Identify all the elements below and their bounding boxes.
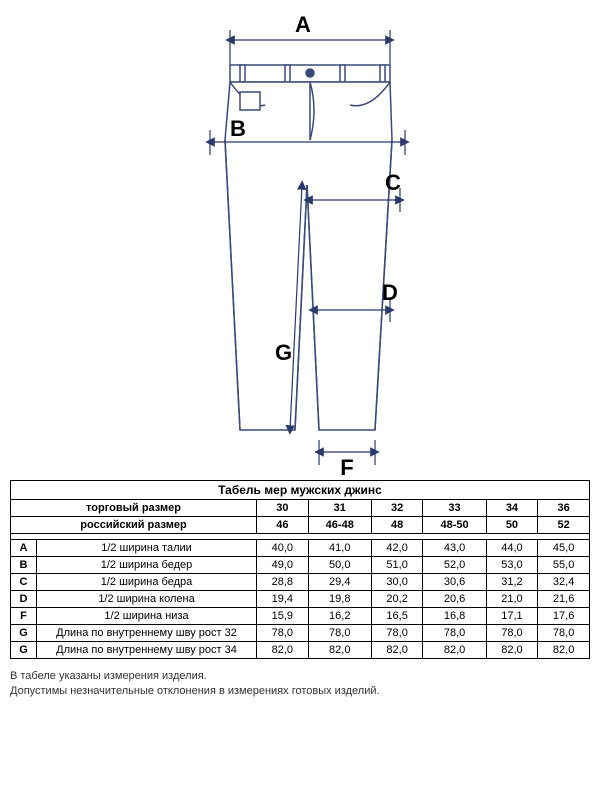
row-desc: 1/2 ширина бедра — [37, 574, 257, 591]
row-letter: F — [11, 608, 37, 625]
row-letter: G — [11, 642, 37, 659]
row-value: 49,0 — [257, 557, 309, 574]
header-value: 52 — [538, 517, 590, 534]
header-value: 48-50 — [423, 517, 486, 534]
row-value: 29,4 — [308, 574, 371, 591]
row-value: 19,8 — [308, 591, 371, 608]
row-value: 21,6 — [538, 591, 590, 608]
row-value: 55,0 — [538, 557, 590, 574]
row-desc: Длина по внутреннему шву рост 34 — [37, 642, 257, 659]
row-value: 82,0 — [486, 642, 538, 659]
row-value: 44,0 — [486, 540, 538, 557]
header-value: 46-48 — [308, 517, 371, 534]
header-value: 30 — [257, 500, 309, 517]
row-value: 43,0 — [423, 540, 486, 557]
header-value: 33 — [423, 500, 486, 517]
row-value: 78,0 — [538, 625, 590, 642]
row-value: 78,0 — [257, 625, 309, 642]
row-value: 53,0 — [486, 557, 538, 574]
row-value: 78,0 — [486, 625, 538, 642]
footnote-line2: Допустимы незначительные отклонения в из… — [10, 684, 590, 699]
row-letter: A — [11, 540, 37, 557]
row-value: 52,0 — [423, 557, 486, 574]
header-value: 50 — [486, 517, 538, 534]
row-value: 82,0 — [371, 642, 423, 659]
row-letter: C — [11, 574, 37, 591]
row-value: 50,0 — [308, 557, 371, 574]
row-value: 51,0 — [371, 557, 423, 574]
row-value: 21,0 — [486, 591, 538, 608]
label-c: C — [385, 170, 401, 195]
row-value: 16,5 — [371, 608, 423, 625]
row-value: 78,0 — [308, 625, 371, 642]
row-value: 78,0 — [423, 625, 486, 642]
label-g: G — [275, 340, 292, 365]
header-value: 48 — [371, 517, 423, 534]
row-value: 31,2 — [486, 574, 538, 591]
header-label: торговый размер — [11, 500, 257, 517]
row-value: 82,0 — [308, 642, 371, 659]
row-desc: 1/2 ширина низа — [37, 608, 257, 625]
row-value: 41,0 — [308, 540, 371, 557]
row-value: 78,0 — [371, 625, 423, 642]
row-desc: 1/2 ширина талии — [37, 540, 257, 557]
row-value: 82,0 — [257, 642, 309, 659]
row-letter: G — [11, 625, 37, 642]
row-value: 15,9 — [257, 608, 309, 625]
label-f: F — [340, 455, 353, 480]
header-label: российский размер — [11, 517, 257, 534]
row-desc: Длина по внутреннему шву рост 32 — [37, 625, 257, 642]
row-value: 82,0 — [538, 642, 590, 659]
row-value: 19,4 — [257, 591, 309, 608]
label-d: D — [382, 280, 398, 305]
row-value: 28,8 — [257, 574, 309, 591]
row-value: 17,1 — [486, 608, 538, 625]
row-value: 17,6 — [538, 608, 590, 625]
size-table: Табель мер мужских джинсторговый размер3… — [10, 480, 590, 659]
row-value: 16,2 — [308, 608, 371, 625]
footnote-line1: В табеле указаны измерения изделия. — [10, 669, 590, 684]
row-desc: 1/2 ширина колена — [37, 591, 257, 608]
row-value: 20,6 — [423, 591, 486, 608]
row-value: 20,2 — [371, 591, 423, 608]
row-value: 30,6 — [423, 574, 486, 591]
row-value: 16,8 — [423, 608, 486, 625]
row-value: 32,4 — [538, 574, 590, 591]
header-value: 31 — [308, 500, 371, 517]
header-value: 46 — [257, 517, 309, 534]
row-value: 82,0 — [423, 642, 486, 659]
footnote: В табеле указаны измерения изделия. Допу… — [10, 669, 590, 700]
row-value: 42,0 — [371, 540, 423, 557]
row-value: 30,0 — [371, 574, 423, 591]
label-b: B — [230, 116, 246, 141]
header-value: 32 — [371, 500, 423, 517]
row-value: 40,0 — [257, 540, 309, 557]
jeans-diagram: A — [10, 10, 590, 480]
row-value: 45,0 — [538, 540, 590, 557]
header-value: 36 — [538, 500, 590, 517]
row-desc: 1/2 ширина бедер — [37, 557, 257, 574]
row-letter: D — [11, 591, 37, 608]
header-value: 34 — [486, 500, 538, 517]
table-title: Табель мер мужских джинс — [11, 481, 590, 500]
row-letter: B — [11, 557, 37, 574]
label-a: A — [295, 12, 311, 37]
